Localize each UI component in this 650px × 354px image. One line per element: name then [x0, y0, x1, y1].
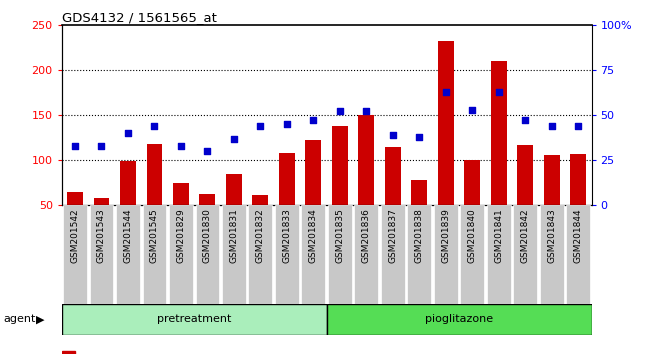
Bar	[248, 205, 272, 304]
Bar	[62, 351, 75, 354]
Bar	[226, 174, 242, 205]
Bar	[411, 180, 427, 205]
Bar	[434, 205, 458, 304]
Bar	[381, 205, 405, 304]
Bar	[332, 126, 348, 205]
Point	[202, 148, 213, 154]
Text: GSM201543: GSM201543	[97, 208, 106, 263]
Bar	[302, 205, 325, 304]
Point	[96, 143, 107, 149]
Bar	[570, 154, 586, 205]
Text: agent: agent	[3, 314, 36, 325]
Bar	[491, 61, 507, 205]
Text: GSM201838: GSM201838	[415, 208, 424, 263]
Bar	[252, 195, 268, 205]
Text: pioglitazone: pioglitazone	[425, 314, 493, 325]
Point	[255, 123, 266, 129]
Bar	[120, 161, 136, 205]
Point	[229, 136, 239, 141]
Point	[335, 109, 345, 114]
Point	[414, 134, 424, 139]
Bar	[169, 205, 193, 304]
Bar	[275, 205, 299, 304]
Bar	[67, 192, 83, 205]
Text: GSM201843: GSM201843	[547, 208, 556, 263]
Text: GSM201830: GSM201830	[203, 208, 212, 263]
Point	[281, 121, 292, 127]
Point	[176, 143, 186, 149]
Point	[441, 89, 451, 95]
Point	[150, 123, 160, 129]
Bar	[354, 205, 378, 304]
Point	[467, 107, 478, 113]
Bar	[328, 205, 352, 304]
Bar	[326, 304, 592, 335]
Point	[308, 118, 318, 123]
Text: GSM201842: GSM201842	[521, 208, 530, 263]
Point	[573, 123, 584, 129]
Text: GSM201833: GSM201833	[282, 208, 291, 263]
Text: GSM201836: GSM201836	[362, 208, 371, 263]
Text: GSM201831: GSM201831	[229, 208, 239, 263]
Bar	[90, 205, 113, 304]
Bar	[487, 205, 511, 304]
Bar	[63, 205, 87, 304]
Bar	[385, 147, 401, 205]
Text: GSM201832: GSM201832	[256, 208, 265, 263]
Text: pretreatment: pretreatment	[157, 314, 231, 325]
Bar	[408, 205, 431, 304]
Bar	[62, 304, 326, 335]
Bar	[279, 153, 295, 205]
Bar	[173, 183, 189, 205]
Bar	[358, 115, 374, 205]
Text: GSM201844: GSM201844	[574, 208, 583, 263]
Bar	[196, 205, 219, 304]
Bar	[200, 194, 215, 205]
Point	[547, 123, 557, 129]
Text: GSM201829: GSM201829	[176, 208, 185, 263]
Bar	[540, 205, 564, 304]
Bar	[146, 144, 162, 205]
Point	[70, 143, 80, 149]
Bar	[566, 205, 590, 304]
Text: GSM201840: GSM201840	[468, 208, 477, 263]
Point	[520, 118, 530, 123]
Bar	[438, 41, 454, 205]
Text: GSM201544: GSM201544	[124, 208, 133, 263]
Text: GSM201837: GSM201837	[388, 208, 397, 263]
Bar	[306, 140, 321, 205]
Text: GSM201834: GSM201834	[309, 208, 318, 263]
Text: ▶: ▶	[36, 314, 44, 325]
Point	[387, 132, 398, 138]
Bar	[517, 145, 533, 205]
Text: GSM201839: GSM201839	[441, 208, 450, 263]
Point	[123, 130, 133, 136]
Text: GSM201542: GSM201542	[70, 208, 79, 263]
Bar	[544, 155, 560, 205]
Bar	[464, 160, 480, 205]
Bar	[222, 205, 246, 304]
Bar	[514, 205, 537, 304]
Bar	[460, 205, 484, 304]
Bar	[116, 205, 140, 304]
Text: GSM201841: GSM201841	[494, 208, 503, 263]
Text: GSM201835: GSM201835	[335, 208, 345, 263]
Point	[493, 89, 504, 95]
Bar	[94, 198, 109, 205]
Text: GDS4132 / 1561565_at: GDS4132 / 1561565_at	[62, 11, 216, 24]
Bar	[142, 205, 166, 304]
Text: GSM201545: GSM201545	[150, 208, 159, 263]
Point	[361, 109, 372, 114]
